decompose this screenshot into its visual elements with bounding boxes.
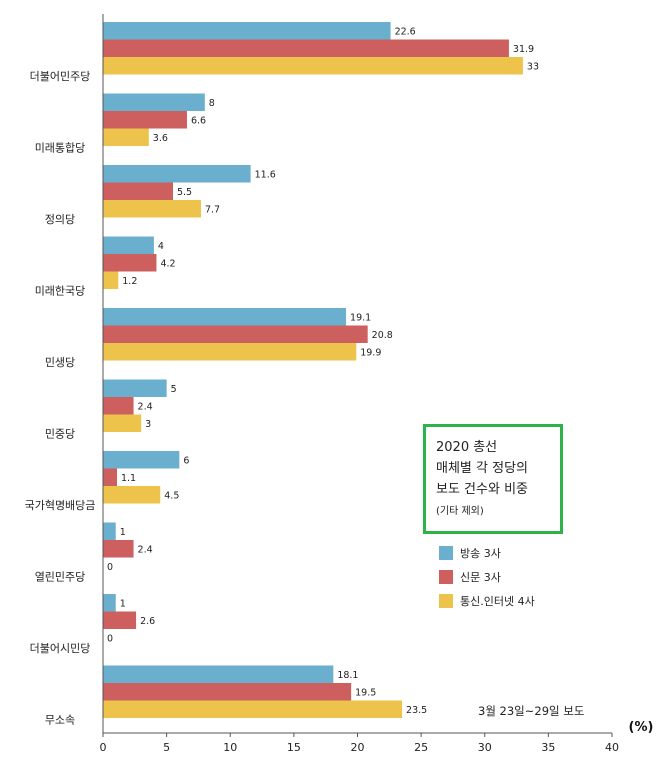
x-tick-label: 5 <box>163 741 170 754</box>
bar <box>103 128 149 146</box>
x-tick-label: 30 <box>478 741 492 754</box>
bar <box>103 594 116 612</box>
bar <box>103 665 334 683</box>
category-label: 더불어시민당 <box>30 642 91 655</box>
data-label: 2.4 <box>138 401 153 412</box>
bar <box>103 93 205 111</box>
x-tick-label: 20 <box>351 741 365 754</box>
data-label: 6 <box>183 455 189 466</box>
bar <box>103 200 201 218</box>
chart-subtitle: (기타 제외) <box>436 506 484 517</box>
bar <box>103 414 142 432</box>
category-label: 열린민주당 <box>35 571 86 584</box>
data-label: 2.4 <box>138 544 153 555</box>
data-label: 1 <box>120 598 126 609</box>
data-label: 4 <box>158 241 164 252</box>
data-label: 5.5 <box>177 187 192 198</box>
chart-title-box: 2020 총선 매체별 각 정당의 보도 건수와 비중 (기타 제외) <box>423 424 563 534</box>
bar <box>103 39 509 57</box>
data-label: 4.2 <box>160 258 175 269</box>
bar <box>103 522 116 540</box>
data-label: 18.1 <box>337 670 358 681</box>
bar <box>103 22 391 40</box>
period-note: 3월 23일~29일 보도 <box>478 704 585 718</box>
data-label: 20.8 <box>372 330 393 341</box>
bar <box>103 308 347 326</box>
data-label: 3.6 <box>153 133 168 144</box>
x-tick-label: 15 <box>287 741 301 754</box>
bar <box>103 165 251 183</box>
data-label: 1.1 <box>121 473 136 484</box>
bar <box>103 254 157 272</box>
data-label: 5 <box>171 384 177 395</box>
chart-title-line-2: 매체별 각 정당의 <box>436 461 528 476</box>
chart-title-line-1: 2020 총선 <box>436 440 498 455</box>
bar <box>103 182 173 200</box>
bar <box>103 468 117 486</box>
x-tick-label: 40 <box>605 741 619 754</box>
bar <box>103 540 134 558</box>
category-label: 미래통합당 <box>35 142 86 155</box>
legend-swatch <box>439 570 453 584</box>
legend-label: 방송 3사 <box>460 547 501 560</box>
x-tick-label: 35 <box>541 741 555 754</box>
bar <box>103 379 167 397</box>
bar <box>103 271 119 289</box>
bar <box>103 700 403 718</box>
bar <box>103 683 352 701</box>
legend-swatch <box>439 546 453 560</box>
bar <box>103 397 134 415</box>
data-label: 3 <box>145 419 151 430</box>
data-label: 19.9 <box>360 347 381 358</box>
data-label: 8 <box>209 98 215 109</box>
data-label: 7.7 <box>205 204 220 215</box>
bar <box>103 611 137 629</box>
category-label: 무소속 <box>45 714 75 727</box>
legend-label: 신문 3사 <box>460 571 501 584</box>
bars-group: 22.631.93386.63.611.65.57.744.21.219.120… <box>103 22 539 718</box>
x-tick-label: 0 <box>100 741 107 754</box>
category-label: 국가혁명배당금 <box>25 499 96 512</box>
category-label: 미래한국당 <box>35 285 86 298</box>
category-label: 민생당 <box>45 356 75 369</box>
bar <box>103 57 523 75</box>
data-label: 22.6 <box>395 26 416 37</box>
legend-label: 통신.인터넷 4사 <box>460 595 535 608</box>
data-label: 0 <box>107 562 113 573</box>
data-label: 11.6 <box>255 169 276 180</box>
bar <box>103 451 180 469</box>
category-label: 더불어민주당 <box>30 70 91 83</box>
data-label: 0 <box>107 633 113 644</box>
legend-swatch <box>439 594 453 608</box>
data-label: 33 <box>527 61 539 72</box>
data-label: 23.5 <box>406 705 427 716</box>
data-label: 31.9 <box>513 44 534 55</box>
data-label: 2.6 <box>140 616 155 627</box>
data-label: 4.5 <box>164 490 179 501</box>
bar <box>103 486 161 504</box>
bar <box>103 111 187 129</box>
category-label: 민중당 <box>45 428 75 441</box>
chart-title-line-3: 보도 건수와 비중 <box>436 482 528 497</box>
data-label: 6.6 <box>191 115 206 126</box>
data-label: 19.1 <box>350 312 371 323</box>
x-tick-label: 10 <box>223 741 237 754</box>
x-tick-label: 25 <box>414 741 428 754</box>
bar <box>103 343 357 361</box>
category-label: 정의당 <box>45 213 75 226</box>
bar <box>103 236 154 254</box>
x-axis: 0 5 10 15 20 25 30 35 40(%) <box>100 14 654 754</box>
data-label: 1 <box>120 527 126 538</box>
data-label: 1.2 <box>122 276 137 287</box>
data-label: 19.5 <box>355 687 376 698</box>
category-labels: 더불어민주당미래통합당정의당미래한국당민생당민중당국가혁명배당금열린민주당더불어… <box>25 70 96 727</box>
x-axis-unit: (%) <box>629 720 654 735</box>
bar <box>103 325 368 343</box>
